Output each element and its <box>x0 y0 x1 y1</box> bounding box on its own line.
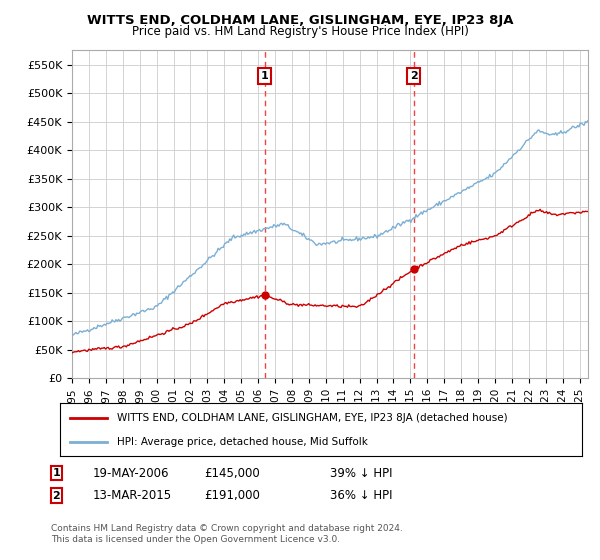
Text: This data is licensed under the Open Government Licence v3.0.: This data is licensed under the Open Gov… <box>51 535 340 544</box>
Text: Contains HM Land Registry data © Crown copyright and database right 2024.: Contains HM Land Registry data © Crown c… <box>51 524 403 533</box>
Text: 39% ↓ HPI: 39% ↓ HPI <box>330 466 392 480</box>
Text: 36% ↓ HPI: 36% ↓ HPI <box>330 489 392 502</box>
Text: 1: 1 <box>53 468 61 478</box>
Text: £145,000: £145,000 <box>204 466 260 480</box>
Text: 13-MAR-2015: 13-MAR-2015 <box>93 489 172 502</box>
Text: 2: 2 <box>53 491 61 501</box>
Text: 19-MAY-2006: 19-MAY-2006 <box>93 466 170 480</box>
Text: Price paid vs. HM Land Registry's House Price Index (HPI): Price paid vs. HM Land Registry's House … <box>131 25 469 38</box>
Text: HPI: Average price, detached house, Mid Suffolk: HPI: Average price, detached house, Mid … <box>118 436 368 446</box>
Text: £191,000: £191,000 <box>204 489 260 502</box>
Text: WITTS END, COLDHAM LANE, GISLINGHAM, EYE, IP23 8JA (detached house): WITTS END, COLDHAM LANE, GISLINGHAM, EYE… <box>118 413 508 423</box>
Text: WITTS END, COLDHAM LANE, GISLINGHAM, EYE, IP23 8JA: WITTS END, COLDHAM LANE, GISLINGHAM, EYE… <box>87 14 513 27</box>
Text: 1: 1 <box>260 71 268 81</box>
Text: 2: 2 <box>410 71 418 81</box>
